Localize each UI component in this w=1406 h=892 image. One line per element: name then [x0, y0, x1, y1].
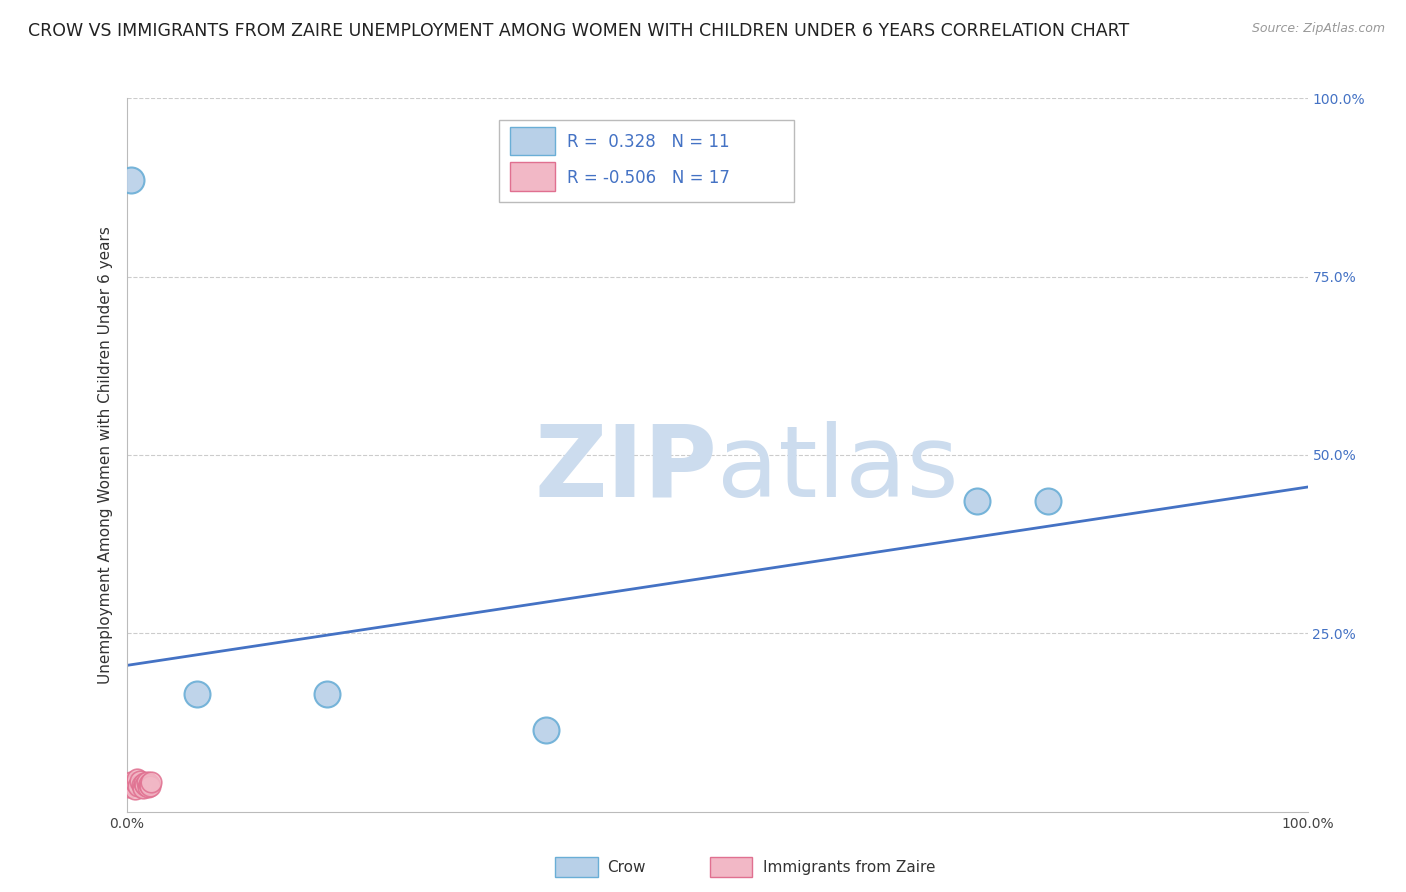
Text: Source: ZipAtlas.com: Source: ZipAtlas.com [1251, 22, 1385, 36]
Point [316, 687, 339, 701]
Text: R =  0.328   N = 11: R = 0.328 N = 11 [567, 134, 730, 152]
Point [125, 776, 148, 790]
Point [124, 781, 146, 796]
Text: atlas: atlas [717, 421, 959, 517]
Point [127, 772, 149, 786]
Y-axis label: Unemployment Among Women with Children Under 6 years: Unemployment Among Women with Children U… [98, 226, 114, 684]
Text: CROW VS IMMIGRANTS FROM ZAIRE UNEMPLOYMENT AMONG WOMEN WITH CHILDREN UNDER 6 YEA: CROW VS IMMIGRANTS FROM ZAIRE UNEMPLOYME… [28, 22, 1129, 40]
Text: R = -0.506   N = 17: R = -0.506 N = 17 [567, 169, 730, 187]
FancyBboxPatch shape [499, 120, 794, 202]
Point [136, 780, 159, 794]
Point [135, 774, 157, 789]
Point [134, 778, 156, 792]
Point [1036, 494, 1059, 508]
Point [134, 776, 156, 790]
Point [141, 775, 163, 789]
Point [186, 687, 208, 701]
Point [138, 777, 160, 791]
Point [534, 723, 557, 737]
Text: ZIP: ZIP [534, 421, 717, 517]
Point [139, 779, 162, 793]
Point [127, 779, 149, 793]
Point [118, 780, 141, 794]
Text: Immigrants from Zaire: Immigrants from Zaire [763, 860, 936, 874]
Point [122, 778, 145, 792]
Point [966, 494, 988, 508]
FancyBboxPatch shape [510, 162, 555, 191]
Point [128, 774, 150, 789]
Point [120, 774, 142, 789]
FancyBboxPatch shape [510, 127, 555, 155]
Text: Crow: Crow [607, 860, 645, 874]
Point [131, 778, 153, 792]
Point [132, 781, 155, 796]
Point [120, 173, 142, 187]
